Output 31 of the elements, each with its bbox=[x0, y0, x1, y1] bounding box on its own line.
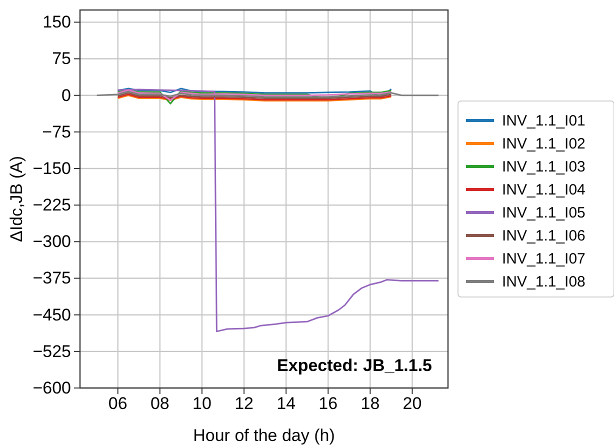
x-tick-label: 16 bbox=[318, 394, 338, 414]
y-tick-label: −75 bbox=[42, 122, 71, 142]
y-axis-title: ΔIdc,JB (A) bbox=[7, 156, 26, 242]
y-tick-label: −525 bbox=[32, 342, 71, 361]
legend-label: INV_1.1_I08 bbox=[502, 274, 586, 290]
annotation: Expected: JB_1.1.5 bbox=[277, 356, 432, 375]
x-tick-label: 10 bbox=[192, 394, 212, 414]
y-tick-label: 0 bbox=[62, 86, 71, 105]
x-tick-label: 08 bbox=[150, 394, 170, 414]
legend-label: INV_1.1_I05 bbox=[502, 204, 586, 222]
x-tick-label: 14 bbox=[276, 394, 296, 414]
y-tick-label: −375 bbox=[32, 268, 71, 288]
x-tick-label: 06 bbox=[108, 394, 128, 414]
legend-label: INV_1.1_I02 bbox=[502, 136, 586, 152]
legend-label: INV_1.1_I03 bbox=[502, 158, 586, 176]
x-axis-title: Hour of the day (h) bbox=[193, 426, 335, 445]
legend-label: INV_1.1_I04 bbox=[502, 182, 586, 198]
legend-label: INV_1.1_I07 bbox=[502, 250, 586, 268]
y-tick-label: −600 bbox=[32, 378, 71, 398]
line-series bbox=[117, 88, 440, 332]
legend-label: INV_1.1_I01 bbox=[502, 112, 586, 130]
y-tick-label: −300 bbox=[32, 232, 71, 252]
y-tick-label: 150 bbox=[42, 12, 71, 32]
y-tick-label: −150 bbox=[32, 158, 71, 178]
y-tick-label: −450 bbox=[32, 305, 71, 324]
legend-label: INV_1.1_I06 bbox=[502, 228, 586, 244]
x-tick-label: 18 bbox=[360, 394, 380, 414]
y-tick-label: −225 bbox=[32, 196, 71, 215]
x-tick-label: 20 bbox=[402, 394, 422, 414]
x-tick-label: 12 bbox=[234, 394, 254, 414]
y-tick-label: 75 bbox=[52, 49, 71, 68]
